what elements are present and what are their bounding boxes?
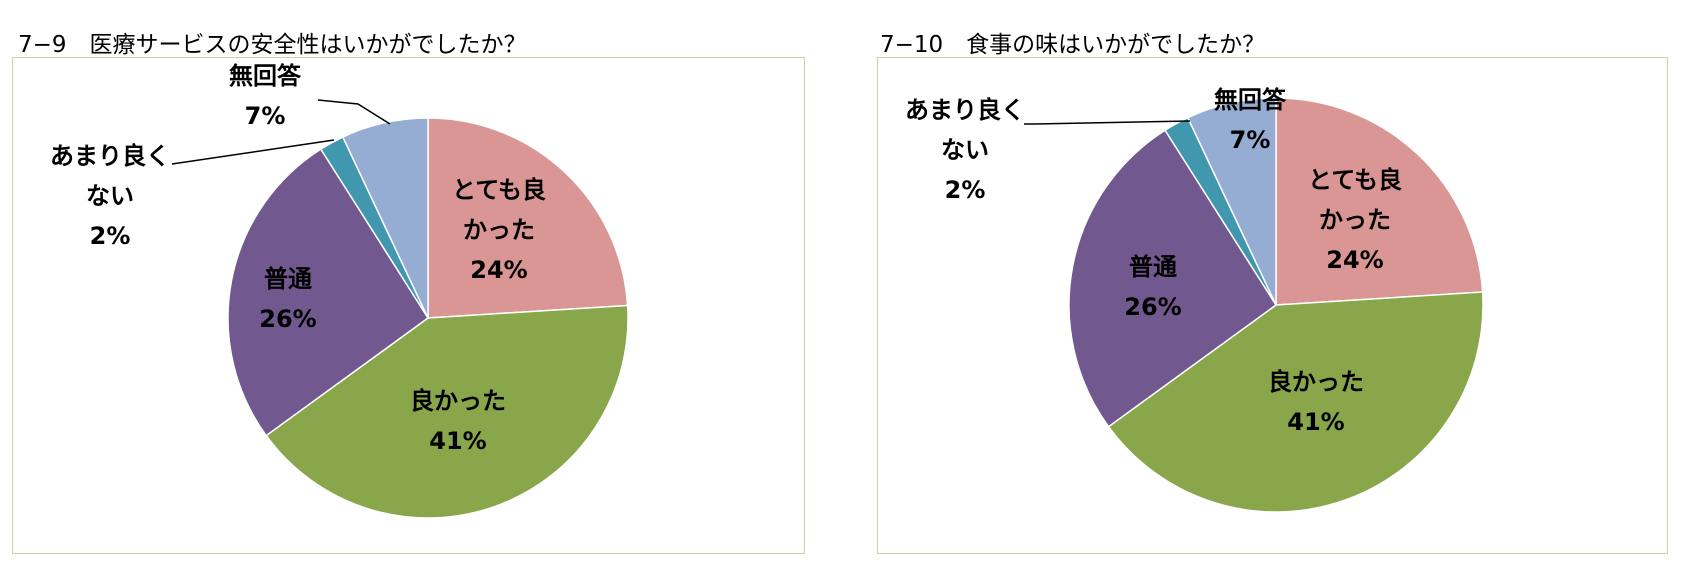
chart-2-data-label-3: 普通 26% [1124, 253, 1181, 321]
chart-1-data-label-4: あまり良くない 2% [50, 142, 170, 250]
chart-1-leader-line-5 [317, 99, 391, 125]
chart-2-title: 7−10 食事の味はいかがでしたか？ [880, 32, 1266, 58]
chart-1-leader-line-4 [171, 139, 335, 165]
chart-1-slice-5 [341, 117, 429, 319]
chart-2-data-label-2: 良かった 41% [1268, 368, 1364, 436]
chart-1-data-label-1: とても良かった 24% [452, 176, 546, 284]
chart-1-data-label-3: 普通 26% [259, 265, 316, 333]
chart-2-slice-3 [1068, 129, 1278, 428]
chart-1-data-label-2: 良かった 41% [410, 387, 506, 455]
chart-1-title: 7−9 医療サービスの安全性はいかがでしたか？ [18, 32, 527, 58]
chart-2-slice-5 [1186, 97, 1277, 306]
chart-2-slice-1 [1275, 97, 1484, 306]
chart-1-data-label-5: 無回答 7% [229, 62, 302, 130]
chart-2-data-label-1: とても良かった 24% [1308, 166, 1402, 274]
chart-1-slice-1 [427, 117, 629, 319]
chart-2-data-label-4: あまり良くない 2% [905, 96, 1025, 204]
chart-1-slice-3 [227, 148, 430, 437]
chart-2-slice-2 [1107, 291, 1484, 513]
chart-2-leader-line-4 [1024, 120, 1191, 125]
chart-2-data-label-5: 無回答 7% [1214, 86, 1287, 154]
chart-1-slice-2 [265, 304, 629, 519]
